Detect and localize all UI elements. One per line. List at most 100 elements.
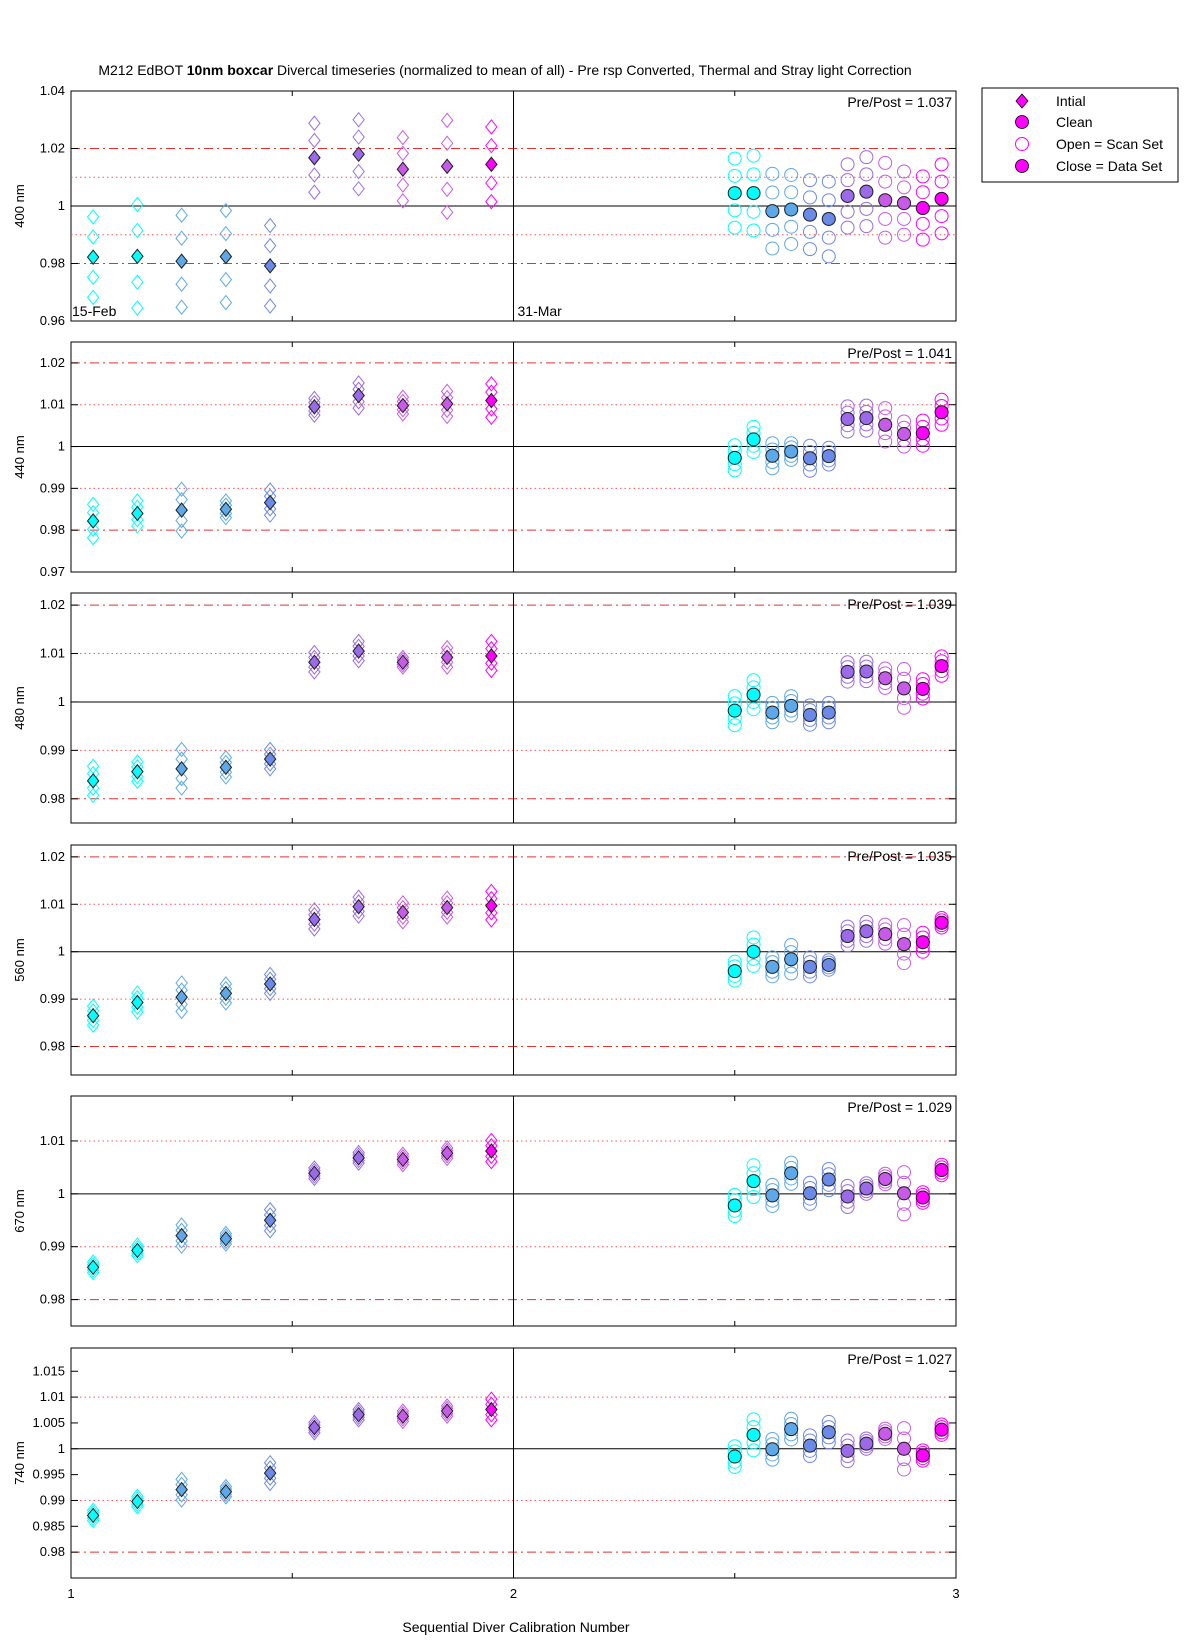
clean-mean-circle <box>821 957 836 972</box>
scan-set-diamond <box>352 129 365 145</box>
clean-mean-circle <box>878 1172 893 1187</box>
initial-mean-diamond <box>86 773 100 789</box>
scan-set-diamond <box>86 780 100 796</box>
scan-set-circle <box>878 211 893 226</box>
scan-set-circle <box>727 203 742 218</box>
scan-set-diamond <box>175 481 188 498</box>
scan-set-circle <box>746 702 761 717</box>
scan-set-circle <box>821 193 836 208</box>
clean-mean-circle <box>746 1174 761 1189</box>
clean-mean-circle <box>897 937 912 952</box>
y-tick-label: 1.005 <box>32 1415 65 1430</box>
title-prefix: M212 EdBOT <box>98 62 183 78</box>
scan-set-diamond <box>175 523 188 539</box>
legend-box <box>981 87 1179 183</box>
initial-mean-diamond <box>440 1403 454 1419</box>
panel-440-nm: 0.97 0.98 0.99 1 1.01 1.02 440 nm Pre/Post = 1.… <box>12 341 957 579</box>
scan-set-circle <box>784 167 799 182</box>
clean-mean-circle <box>821 449 836 464</box>
scan-set-diamond <box>175 512 188 529</box>
legend-label-clean: Clean <box>1056 114 1093 130</box>
y-axis-label: 670 nm <box>12 1189 27 1232</box>
scan-set-diamond <box>263 298 277 314</box>
clean-mean-circle <box>840 1189 855 1204</box>
scan-set-circle <box>746 1412 761 1427</box>
panel-740-nm: 0.98 0.985 0.99 0.995 1 1.005 1.01 1.015 740 nm P… <box>12 1347 957 1579</box>
legend-marker-open-icon <box>1015 137 1029 151</box>
initial-mean-diamond <box>219 1230 233 1247</box>
initial-mean-diamond <box>219 759 233 776</box>
initial-mean-diamond <box>440 396 454 412</box>
scan-set-diamond <box>263 217 277 234</box>
scan-set-circle <box>802 224 817 239</box>
scan-set-diamond <box>485 401 498 417</box>
scan-set-circle <box>765 166 780 181</box>
clean-mean-circle <box>915 1190 930 1205</box>
scan-set-diamond <box>396 129 410 146</box>
scan-set-diamond <box>86 289 100 306</box>
scan-set-diamond <box>263 507 277 523</box>
scan-set-circle <box>840 220 855 235</box>
scan-set-circle <box>821 230 836 245</box>
scan-set-circle <box>934 209 949 224</box>
x-tick-label: 1 <box>67 1586 74 1601</box>
clean-mean-circle <box>802 451 817 466</box>
clean-mean-circle <box>840 1443 855 1458</box>
scan-set-diamond <box>440 181 454 198</box>
clean-mean-circle <box>915 681 930 696</box>
scan-set-diamond <box>485 655 498 672</box>
initial-mean-diamond <box>263 976 277 992</box>
scan-set-diamond <box>219 294 233 311</box>
scan-set-circle <box>765 241 780 256</box>
clean-mean-circle <box>859 184 874 199</box>
scan-set-diamond <box>131 300 144 316</box>
scan-set-circle <box>746 223 761 238</box>
clean-mean-circle <box>897 427 912 441</box>
clean-mean-circle <box>897 196 912 211</box>
scan-set-diamond <box>175 299 188 316</box>
x-tick-label: 2 <box>510 1586 517 1601</box>
initial-mean-diamond <box>308 654 321 671</box>
clean-mean-circle <box>765 1188 780 1203</box>
scan-set-diamond <box>485 175 498 191</box>
clean-mean-circle <box>765 1442 780 1457</box>
clean-mean-circle <box>765 705 780 720</box>
clean-mean-circle <box>934 405 949 420</box>
scan-set-circle <box>802 173 817 188</box>
scan-set-circle <box>746 1443 761 1458</box>
scan-set-diamond <box>86 787 100 804</box>
y-tick-label: 1 <box>58 198 65 213</box>
y-tick-label: 1 <box>58 439 65 454</box>
scan-set-diamond <box>352 111 365 128</box>
scan-set-diamond <box>396 177 410 193</box>
initial-mean-diamond <box>86 1259 100 1276</box>
clean-mean-circle <box>897 681 912 696</box>
pre-post-ratio: Pre/Post = 1.037 <box>847 94 952 110</box>
y-tick-label: 1.015 <box>32 1363 65 1378</box>
scan-set-circle <box>840 157 855 172</box>
clean-mean-circle <box>897 1186 912 1201</box>
initial-mean-diamond <box>263 257 277 274</box>
scan-set-circle <box>821 249 836 264</box>
scan-set-circle <box>727 718 742 733</box>
scan-set-circle <box>915 232 930 247</box>
clean-mean-circle <box>915 426 930 441</box>
y-tick-label: 1.04 <box>40 83 65 98</box>
scan-set-diamond <box>440 204 454 221</box>
initial-mean-diamond <box>86 1007 100 1024</box>
initial-mean-diamond <box>175 1481 188 1498</box>
initial-mean-diamond <box>131 1493 144 1510</box>
scan-set-circle <box>765 185 780 200</box>
scan-set-diamond <box>352 393 365 410</box>
y-tick-label: 0.99 <box>40 1239 65 1254</box>
clean-mean-circle <box>765 204 780 219</box>
clean-mean-circle <box>784 1422 799 1437</box>
clean-mean-circle <box>878 193 893 208</box>
pre-post-ratio: Pre/Post = 1.041 <box>847 345 952 361</box>
y-tick-label: 1 <box>58 944 65 959</box>
legend: Intial Clean Open = Scan Set Close = Dat… <box>981 87 1179 183</box>
legend-label-initial: Intial <box>1056 93 1086 109</box>
initial-mean-diamond <box>219 501 233 518</box>
scan-set-circle <box>746 1189 761 1204</box>
scan-set-circle <box>746 167 761 182</box>
